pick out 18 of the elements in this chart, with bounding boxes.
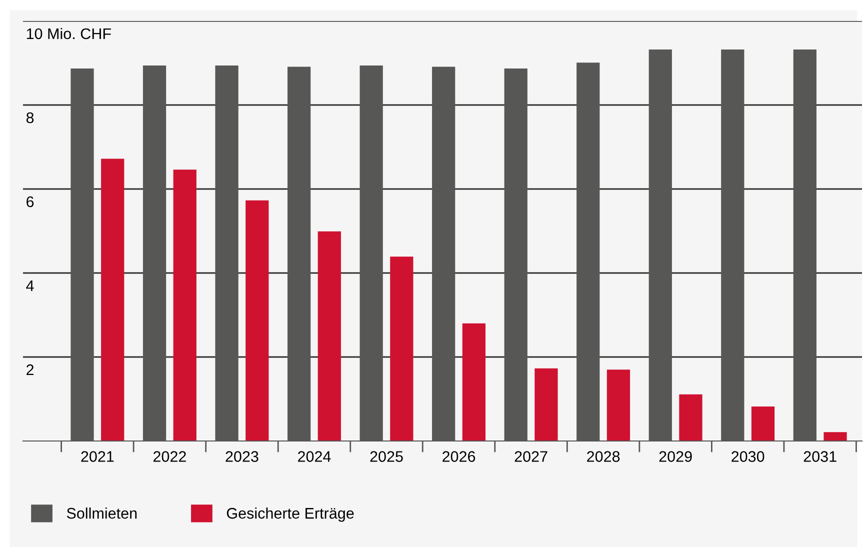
x-tick-label: 2022	[153, 451, 186, 462]
x-tick-label: 2030	[732, 451, 764, 462]
x-tick-label: 2029	[659, 451, 692, 462]
y-tick-label: 2	[26, 364, 34, 376]
x-tick-label: 2027	[514, 451, 548, 462]
y-tick-label: 8	[26, 112, 34, 124]
y-tick-label: 4	[26, 280, 34, 292]
x-tick-label: 2024	[298, 451, 331, 462]
y-tick-label: 10 Mio. CHF	[26, 28, 111, 40]
x-tick-label: 2021	[81, 451, 114, 462]
x-tick-label: 2025	[370, 451, 403, 462]
x-tick-label: 2031	[804, 451, 836, 462]
legend-label: Gesicherte Erträge	[226, 507, 354, 522]
x-tick-label: 2023	[226, 451, 258, 462]
x-tick-label: 2028	[587, 451, 620, 462]
x-tick-label: 2026	[442, 451, 476, 462]
legend-label: Sollmieten	[66, 507, 137, 519]
y-tick-label: 6	[26, 196, 34, 208]
